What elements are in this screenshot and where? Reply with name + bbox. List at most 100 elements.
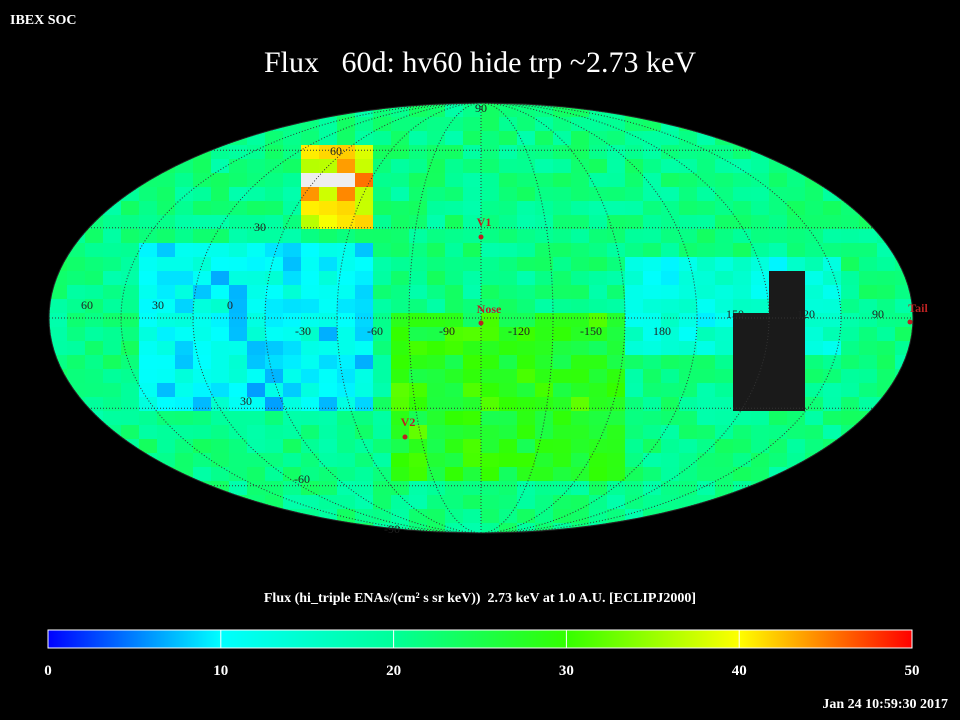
sky-pixel <box>733 369 752 384</box>
sky-pixel <box>841 327 860 342</box>
sky-pixel <box>571 271 590 286</box>
sky-pixel <box>445 229 464 244</box>
sky-pixel <box>373 509 392 524</box>
sky-pixel <box>733 425 752 440</box>
sky-pixel <box>211 299 230 314</box>
sky-pixel <box>553 383 572 398</box>
sky-pixel <box>661 397 680 412</box>
sky-pixel <box>229 397 248 412</box>
sky-pixel <box>301 285 320 300</box>
sky-pixel <box>499 187 518 202</box>
sky-pixel <box>679 425 698 440</box>
sky-pixel <box>229 439 248 454</box>
sky-pixel <box>211 159 230 174</box>
sky-pixel <box>877 369 896 384</box>
sky-pixel <box>769 173 788 188</box>
sky-pixel <box>157 411 176 426</box>
sky-pixel <box>211 397 230 412</box>
sky-pixel <box>517 285 536 300</box>
sky-pixel <box>715 327 734 342</box>
sky-pixel <box>499 453 518 468</box>
sky-pixel <box>535 495 554 510</box>
sky-pixel <box>607 187 626 202</box>
sky-pixel <box>355 159 374 174</box>
sky-pixel <box>211 439 230 454</box>
sky-pixel <box>499 271 518 286</box>
sky-pixel <box>517 383 536 398</box>
sky-pixel <box>841 285 860 300</box>
sky-pixel <box>679 215 698 230</box>
sky-pixel <box>589 257 608 272</box>
sky-pixel <box>823 355 842 370</box>
sky-pixel <box>589 439 608 454</box>
sky-pixel <box>265 159 284 174</box>
sky-pixel <box>283 187 302 202</box>
sky-pixel <box>625 439 644 454</box>
sky-pixel <box>103 215 122 230</box>
sky-pixel <box>85 341 104 356</box>
sky-pixel <box>841 229 860 244</box>
longitude-label: 120 <box>797 307 815 321</box>
sky-pixel <box>211 411 230 426</box>
sky-pixel <box>841 271 860 286</box>
sky-pixel <box>319 131 338 146</box>
sky-pixel <box>283 369 302 384</box>
sky-pixel <box>715 229 734 244</box>
sky-pixel <box>373 355 392 370</box>
sky-pixel <box>481 215 500 230</box>
sky-pixel <box>535 369 554 384</box>
sky-pixel <box>463 103 482 118</box>
sky-pixel <box>715 397 734 412</box>
sky-pixel <box>229 481 248 496</box>
sky-pixel <box>697 285 716 300</box>
sky-pixel <box>499 257 518 272</box>
sky-pixel <box>463 425 482 440</box>
sky-pixel <box>517 187 536 202</box>
sky-pixel <box>661 257 680 272</box>
sky-pixel <box>409 229 428 244</box>
sky-pixel <box>265 411 284 426</box>
sky-pixel <box>697 327 716 342</box>
sky-pixel <box>481 299 500 314</box>
sky-pixel <box>571 481 590 496</box>
sky-pixel <box>751 159 770 174</box>
org-label: IBEX SOC <box>10 13 77 28</box>
sky-pixel <box>463 369 482 384</box>
sky-pixel <box>859 327 878 342</box>
sky-pixel <box>589 271 608 286</box>
sky-pixel <box>625 425 644 440</box>
sky-pixel <box>553 453 572 468</box>
sky-pixel <box>589 481 608 496</box>
sky-pixel <box>733 243 752 258</box>
sky-pixel <box>823 425 842 440</box>
sky-pixel <box>481 201 500 216</box>
sky-pixel <box>247 467 266 482</box>
sky-pixel <box>589 131 608 146</box>
sky-pixel <box>787 187 806 202</box>
sky-pixel <box>409 369 428 384</box>
sky-pixel <box>643 271 662 286</box>
sky-pixel <box>121 201 140 216</box>
sky-pixel <box>535 271 554 286</box>
sky-pixel <box>193 229 212 244</box>
sky-pixel <box>859 299 878 314</box>
sky-pixel <box>373 383 392 398</box>
sky-pixel <box>229 453 248 468</box>
sky-pixel <box>715 313 734 328</box>
sky-pixel <box>355 355 374 370</box>
sky-pixel <box>247 271 266 286</box>
sky-pixel <box>247 215 266 230</box>
sky-pixel <box>841 299 860 314</box>
sky-pixel <box>661 467 680 482</box>
sky-pixel <box>463 453 482 468</box>
sky-pixel <box>607 201 626 216</box>
sky-pixel <box>481 229 500 244</box>
sky-pixel <box>373 453 392 468</box>
sky-pixel <box>427 299 446 314</box>
sky-pixel <box>301 215 320 230</box>
sky-pixel <box>697 369 716 384</box>
sky-pixel <box>409 509 428 524</box>
sky-pixel <box>733 341 752 356</box>
sky-pixel <box>787 355 806 370</box>
sky-pixel <box>553 439 572 454</box>
